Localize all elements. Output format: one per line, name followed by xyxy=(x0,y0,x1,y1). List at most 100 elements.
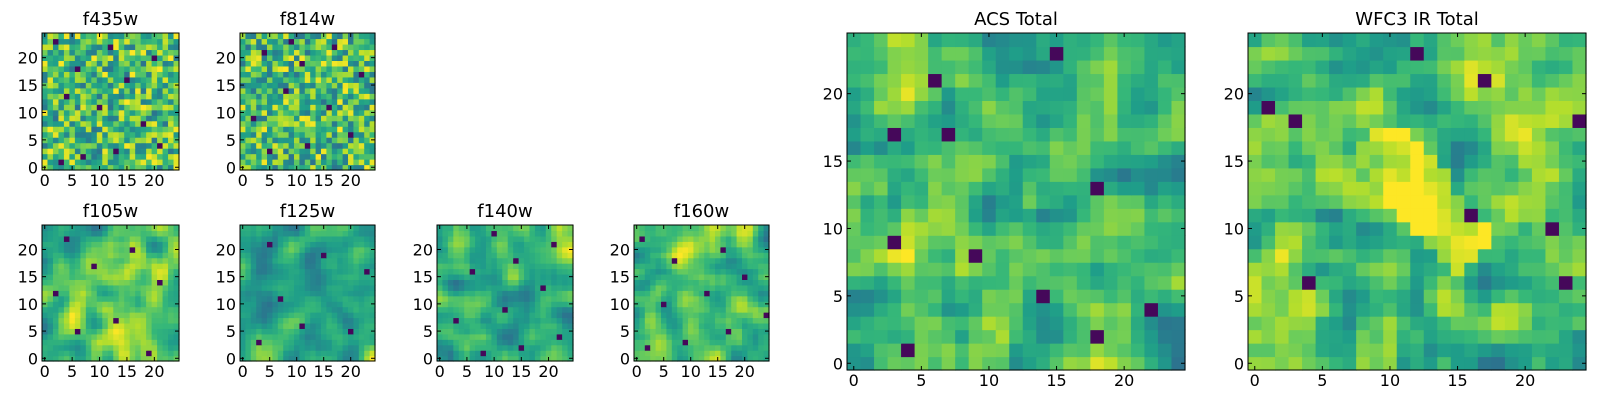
heatmap-cell xyxy=(847,140,862,155)
heatmap-cell xyxy=(277,137,284,144)
heatmap-cell xyxy=(80,279,87,286)
heatmap-cell xyxy=(447,306,454,313)
heatmap-cell xyxy=(124,257,131,264)
heatmap-cell xyxy=(693,339,700,346)
heatmap-cell xyxy=(310,49,317,56)
heatmap-cell xyxy=(124,131,131,138)
heatmap-cell xyxy=(1504,235,1519,250)
heatmap-cell xyxy=(272,268,279,275)
heatmap-cell xyxy=(534,301,541,308)
heatmap-cell xyxy=(304,159,311,166)
heatmap-cell xyxy=(1063,86,1078,101)
heatmap-cell xyxy=(1248,302,1263,317)
heatmap-cell xyxy=(353,115,360,122)
heatmap-cell xyxy=(551,344,558,351)
heatmap-cell xyxy=(348,82,354,89)
heatmap-cell xyxy=(518,257,525,264)
heatmap-cell xyxy=(491,295,498,302)
heatmap-cell xyxy=(369,306,376,313)
heatmap-cell xyxy=(704,328,711,335)
heatmap-cell xyxy=(502,322,509,329)
heatmap-cell xyxy=(135,312,142,319)
heatmap-cell xyxy=(1329,343,1344,358)
heatmap-cell xyxy=(118,290,125,297)
heatmap-cell xyxy=(173,153,180,160)
heatmap-cell xyxy=(348,284,354,291)
heatmap-cell xyxy=(677,301,684,308)
heatmap-cell xyxy=(85,230,92,237)
heatmap-cell xyxy=(1157,221,1173,236)
heatmap-cell xyxy=(304,153,311,160)
heatmap-cell xyxy=(245,142,252,149)
heatmap-cell xyxy=(758,230,765,237)
heatmap-cell xyxy=(358,339,365,346)
heatmap-cell xyxy=(496,284,503,291)
heatmap-cell xyxy=(763,257,770,264)
heatmap-cell xyxy=(551,252,558,259)
heatmap-cell xyxy=(1302,343,1317,358)
heatmap-cell xyxy=(518,301,525,308)
heatmap-cell xyxy=(1396,235,1411,250)
heatmap-cell xyxy=(1383,248,1398,263)
heatmap-cell xyxy=(129,54,136,61)
heatmap-cell xyxy=(458,252,465,259)
heatmap-cell xyxy=(1248,343,1263,358)
heatmap-cell xyxy=(731,235,738,242)
heatmap-cell xyxy=(666,246,673,253)
heatmap-cell xyxy=(995,289,1010,304)
heatmap-cell xyxy=(353,109,360,116)
heatmap-cell xyxy=(688,339,694,346)
heatmap-cell xyxy=(1103,194,1118,209)
heatmap-cell xyxy=(129,65,136,72)
heatmap-cell xyxy=(364,263,371,270)
heatmap-cell xyxy=(310,317,317,324)
heatmap-cell xyxy=(551,322,558,329)
heatmap-cell xyxy=(545,235,552,242)
heatmap-cell xyxy=(941,46,956,61)
heatmap-cell xyxy=(458,257,465,264)
heatmap-cell xyxy=(91,235,98,242)
heatmap-cell xyxy=(704,355,711,362)
heatmap-cell xyxy=(304,235,311,242)
heatmap-cell xyxy=(47,142,54,149)
heatmap-cell xyxy=(304,328,311,335)
heatmap-cell xyxy=(272,43,279,51)
heatmap-cell xyxy=(677,252,684,259)
heatmap-cell xyxy=(250,350,257,357)
heatmap-cell xyxy=(162,54,169,61)
heatmap-cell xyxy=(96,137,103,144)
heatmap-cell xyxy=(96,268,103,275)
heatmap-cell xyxy=(146,65,153,72)
heatmap-cell xyxy=(277,131,284,138)
heatmap-cell xyxy=(480,284,487,291)
heatmap-cell xyxy=(887,248,902,263)
heatmap-cell xyxy=(502,301,509,308)
heatmap-cell xyxy=(168,328,175,335)
heatmap-cell xyxy=(267,98,273,105)
x-tick-label: 0 xyxy=(632,362,642,381)
heatmap-cell xyxy=(529,225,536,232)
heatmap-cell xyxy=(80,98,87,105)
heatmap-cell xyxy=(1022,86,1037,101)
heatmap-cell xyxy=(464,273,471,280)
heatmap-cell xyxy=(52,263,60,270)
heatmap-cell xyxy=(1464,154,1479,169)
heatmap-cell xyxy=(331,317,338,324)
heatmap-cell xyxy=(42,60,49,67)
heatmap-cell xyxy=(326,33,333,40)
x-tick-label: 10 xyxy=(287,362,307,381)
heatmap-cell xyxy=(304,87,311,94)
heatmap-cell xyxy=(277,120,284,127)
heatmap-cell xyxy=(887,167,902,182)
heatmap-cell xyxy=(731,284,738,291)
heatmap-cell xyxy=(240,279,246,286)
heatmap-cell xyxy=(63,33,70,40)
heatmap-cell xyxy=(331,252,338,259)
heatmap-cell xyxy=(725,306,732,313)
heatmap-cell xyxy=(135,328,142,335)
heatmap-cell xyxy=(283,109,290,116)
heatmap-cell xyxy=(1022,194,1037,209)
heatmap-cell xyxy=(140,43,147,51)
heatmap-cell xyxy=(42,104,49,111)
heatmap-cell xyxy=(720,279,727,286)
